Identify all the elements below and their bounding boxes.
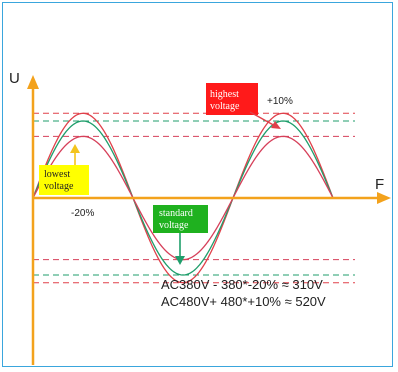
y-axis-arrowhead [27, 75, 39, 89]
highest-voltage-line1: highest [210, 89, 239, 100]
standard-voltage-text: standard voltage [159, 208, 195, 231]
standard-voltage-box [153, 205, 208, 233]
reference-lines [33, 112, 355, 284]
lowest-voltage-waveform [32, 135, 334, 261]
standard-arrowhead [175, 256, 185, 265]
highest-voltage-waveform [32, 112, 334, 284]
standard-voltage-waveform [32, 120, 334, 276]
x-axis-arrowhead [377, 192, 391, 204]
lowest-voltage-line1: lowest [44, 169, 70, 180]
standard-voltage-line2: voltage [159, 220, 189, 231]
highest-arrowhead [271, 121, 281, 129]
formula-line-2: AC480V+ 480*+10% ≈ 520V [161, 294, 326, 309]
diagram-frame: U F highest voltage +10% lowest voltage … [2, 2, 393, 367]
highest-arrow [249, 111, 278, 128]
lowest-percent-label: -20% [71, 208, 94, 219]
lowest-voltage-line2: voltage [44, 181, 74, 192]
highest-percent-label: +10% [267, 96, 293, 107]
formula-line-1: AC380V - 380*-20% ≈ 310V [161, 277, 323, 292]
lowest-voltage-text: lowest voltage [44, 169, 74, 192]
y-axis-label: U [9, 70, 20, 87]
standard-voltage-line1: standard [159, 208, 193, 219]
highest-voltage-box [206, 83, 258, 115]
highest-voltage-line2: voltage [210, 101, 240, 112]
lowest-voltage-box [39, 165, 89, 195]
x-axis-label: F [375, 176, 384, 193]
lowest-arrowhead [70, 144, 80, 153]
highest-voltage-label: highest voltage [210, 89, 241, 112]
voltage-waveform-diagram: U F highest voltage +10% lowest voltage … [9, 70, 391, 365]
